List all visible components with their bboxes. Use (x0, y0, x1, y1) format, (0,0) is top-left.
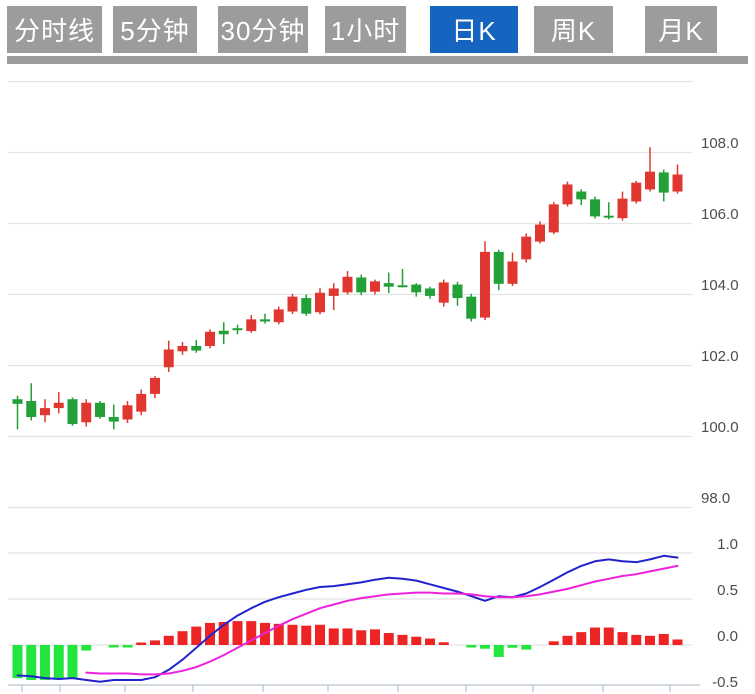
timeframe-button-5[interactable]: 日K (430, 6, 518, 53)
timeframe-button-2[interactable]: 5分钟 (113, 6, 197, 53)
candlestick-series (12, 147, 683, 430)
timeframe-button-7[interactable]: 月K (645, 6, 717, 53)
price-tick-label: 108.0 (701, 134, 739, 152)
x-axis (8, 684, 700, 692)
dif-line (16, 554, 679, 683)
price-tick-label: 102.0 (701, 347, 739, 365)
price-tick-label: 104.0 (701, 276, 739, 294)
price-gridlines (8, 80, 692, 509)
price-tick-label: 106.0 (701, 205, 739, 223)
timeframe-button-4[interactable]: 1小时 (325, 6, 406, 53)
dea-line (85, 564, 679, 676)
timeframe-button-1[interactable]: 分时线 (7, 6, 102, 53)
toolbar-bottom-strip (7, 56, 748, 64)
timeframe-button-3[interactable]: 30分钟 (218, 6, 308, 53)
timeframe-button-6[interactable]: 周K (534, 6, 613, 53)
macd-tick-label: 1.0 (717, 536, 738, 553)
macd-histogram (12, 621, 683, 680)
macd-tick-label: 0.5 (717, 582, 738, 599)
price-tick-label: 100.0 (701, 418, 739, 436)
macd-tick-label: 0.0 (717, 628, 738, 645)
price-tick-label: 98.0 (701, 489, 731, 507)
macd-tick-label: -0.5 (712, 674, 738, 691)
